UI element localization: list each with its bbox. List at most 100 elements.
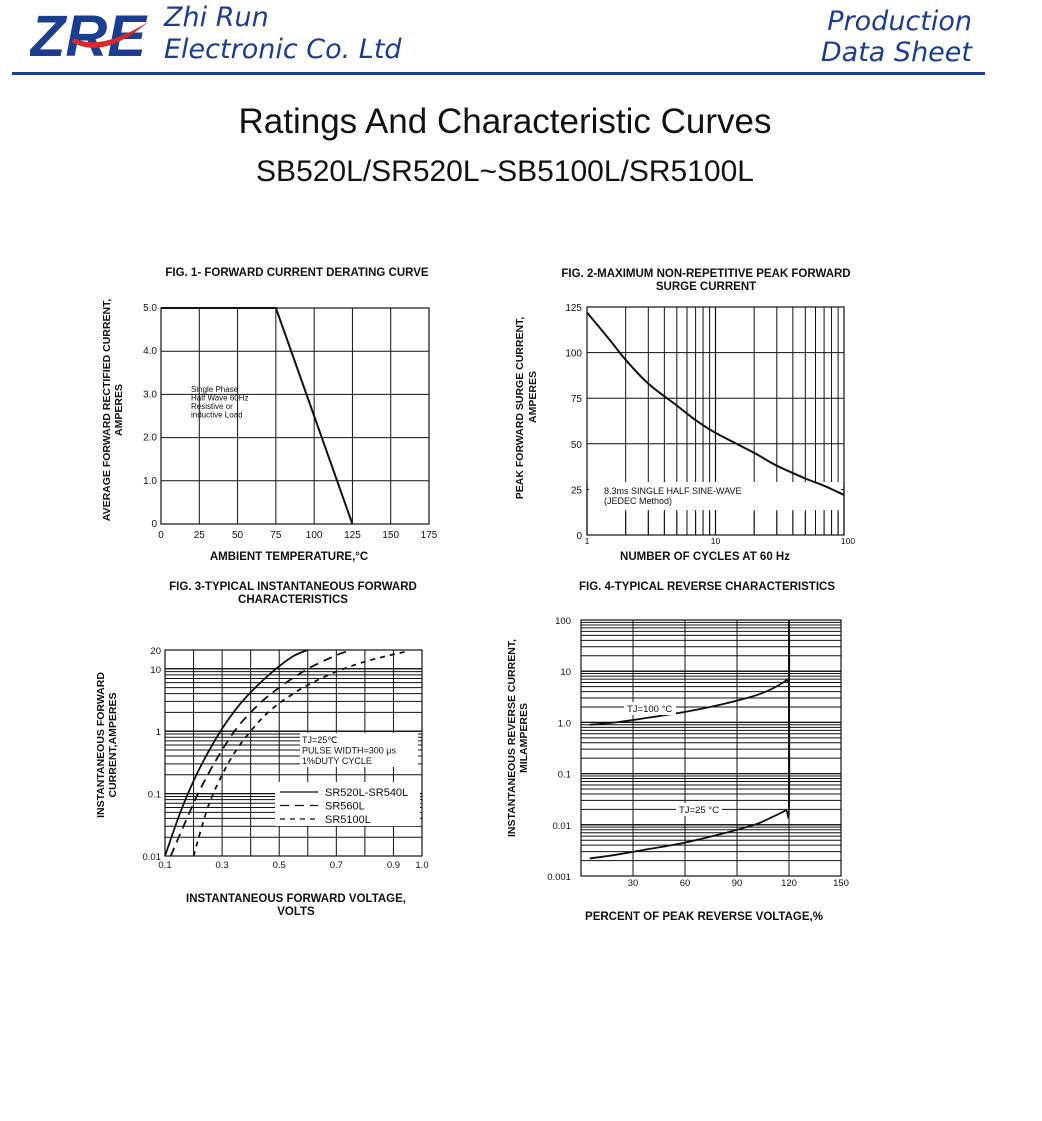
fig3-annotation-line: 1%DUTY CYCLE: [302, 756, 372, 766]
page-subtitle: SB520L/SR520L~SB5100L/SR5100L: [256, 155, 754, 188]
fig1-x-tick-label: 75: [270, 530, 282, 541]
fig1-x-tick-label: 25: [194, 530, 206, 541]
fig4-x-tick-label: 30: [628, 878, 639, 889]
fig4-chart: FIG. 4-TYPICAL REVERSE CHARACTERISTICS 30…: [506, 581, 849, 923]
fig4-x-tick-label: 150: [833, 878, 849, 889]
fig1-y-tick-label: 1.0: [143, 476, 157, 487]
fig3-title: FIG. 3-TYPICAL INSTANTANEOUS FORWARD: [169, 581, 417, 593]
fig2-title-line2: SURGE CURRENT: [656, 281, 756, 293]
fig4-series-line: [589, 676, 791, 860]
fig1-x-tick-label: 125: [344, 530, 361, 541]
fig1-derating-curve: [161, 307, 354, 525]
fig2-y-tick-label: 50: [571, 440, 583, 451]
fig3-chart: FIG. 3-TYPICAL INSTANTANEOUS FORWARDCHAR…: [95, 581, 429, 918]
fig2-y-tick-label: 0: [576, 531, 582, 542]
fig3-y-tick-label: 20: [150, 646, 161, 657]
company-name: Zhi Run Electronic Co. Ltd: [164, 2, 402, 66]
fig4-x-tick-label: 60: [680, 878, 691, 889]
fig4-y-axis-label-2: MILAMPERES: [518, 703, 530, 773]
fig3-y-tick-label: 0.1: [148, 790, 161, 801]
company-name-line2: Electronic Co. Ltd: [164, 34, 402, 65]
fig3-legend-label: SR520L-SR540L: [325, 787, 408, 799]
fig1-y-tick-label: 3.0: [143, 389, 157, 400]
fig1-y-axis-label-2: AMPERES: [113, 384, 125, 436]
fig3-x-axis-label-2: VOLTS: [277, 906, 315, 918]
fig1-title: FIG. 1- FORWARD CURRENT DERATING CURVE: [165, 267, 429, 279]
fig1-annotation-line: Half Wave 60Hz: [191, 394, 249, 403]
fig4-title: FIG. 4-TYPICAL REVERSE CHARACTERISTICS: [579, 581, 835, 593]
fig3-y-tick-label: 10: [150, 665, 161, 676]
fig3-x-tick-label: 0.5: [273, 860, 286, 871]
fig2-x-axis-label: NUMBER OF CYCLES AT 60 Hz: [620, 551, 790, 563]
fig2-y-tick-label: 25: [571, 485, 583, 496]
fig2-x-tick-label: 10: [711, 536, 721, 546]
fig3-annotation-line: PULSE WIDTH=300 μs: [302, 746, 396, 756]
fig1-y-axis-label: AVERAGE FORWARD RECTIFIED CURRENT,: [101, 299, 113, 522]
fig3-series-line: [192, 650, 408, 857]
fig4-x-axis-label: PERCENT OF PEAK REVERSE VOLTAGE,%: [585, 911, 823, 923]
fig4-series-label: TJ=25 °C: [679, 805, 719, 816]
fig4-y-tick-label: 100: [555, 616, 571, 627]
fig1-annotation-line: inductive Load: [191, 411, 243, 420]
fig2-annotation-line: 8.3ms SINGLE HALF SINE-WAVE: [604, 486, 742, 496]
document-type-line2: Data Sheet: [820, 37, 972, 68]
fig3-y-tick-label: 0.01: [143, 852, 162, 863]
fig4-y-tick-label: 0.1: [558, 770, 571, 781]
fig4-label-bg: [624, 702, 676, 715]
fig3-title-line2: CHARACTERISTICS: [238, 594, 348, 606]
fig4-label-bg: [676, 803, 722, 816]
fig2-x-tick-label: 100: [841, 536, 855, 546]
fig4-plot-frame: [580, 619, 842, 877]
fig1-y-tick-label: 2.0: [143, 433, 157, 444]
fig1-y-tick-label: 5.0: [143, 303, 157, 314]
company-logo: ZRE: [28, 4, 150, 69]
header-divider: [12, 72, 985, 75]
fig2-surge-curve: [586, 311, 845, 496]
fig3-x-axis-label: INSTANTANEOUS FORWARD VOLTAGE,: [186, 893, 406, 905]
fig1-x-tick-label: 100: [306, 530, 323, 541]
fig4-y-tick-label: 0.01: [553, 821, 572, 832]
fig3-x-tick-label: 0.3: [216, 860, 229, 871]
fig4-y-tick-label: 1.0: [558, 718, 571, 729]
document-type-line1: Production: [827, 6, 972, 37]
fig2-y-axis-label-2: AMPERES: [527, 371, 539, 423]
company-name-line1: Zhi Run: [164, 2, 269, 33]
fig4-y-tick-label: 0.001: [547, 872, 571, 883]
fig2-title: FIG. 2-MAXIMUM NON-REPETITIVE PEAK FORWA…: [561, 268, 850, 280]
fig3-y-tick-label: 1: [156, 727, 161, 738]
fig3-x-tick-label: 0.1: [158, 860, 171, 871]
fig2-y-axis-label: PEAK FORWARD SURGE CURRENT,: [514, 317, 526, 499]
fig1-annotation-line: Single Phase: [191, 385, 239, 394]
fig1-x-tick-label: 50: [232, 530, 244, 541]
fig3-legend-bg: [275, 782, 420, 826]
fig1-y-tick-label: 4.0: [143, 346, 157, 357]
fig4-y-axis-label: INSTANTANEOUS REVERSE CURRENT,: [506, 639, 518, 837]
fig4-series-label: TJ=100 °C: [627, 704, 672, 715]
document-type: Production Data Sheet: [821, 6, 972, 68]
fig3-series-line: [169, 649, 351, 857]
fig3-annotation-line: TJ=25℃: [302, 735, 337, 745]
fig3-x-tick-label: 0.7: [330, 860, 343, 871]
fig3-x-tick-label: 0.9: [387, 860, 400, 871]
fig1-annotation-line: Resistive or: [191, 402, 233, 411]
fig2-y-tick-label: 125: [565, 303, 582, 314]
fig1-x-tick-label: 0: [158, 530, 164, 541]
fig3-annotation-bg: [300, 733, 418, 767]
fig3-y-axis-label-2: CURRENT,AMPERES: [107, 692, 119, 797]
fig2-y-tick-label: 75: [571, 394, 583, 405]
fig2-annotation-bg: [589, 482, 841, 510]
fig1-x-tick-label: 150: [382, 530, 399, 541]
fig3-series-line: [164, 649, 309, 857]
fig1-plot-frame: [160, 307, 430, 525]
fig3-plot-frame: [164, 649, 423, 857]
fig3-x-tick-label: 1.0: [415, 860, 428, 871]
fig3-legend-label: SR560L: [325, 801, 365, 813]
fig1-x-axis-label: AMBIENT TEMPERATURE,°C: [210, 551, 368, 563]
fig4-x-tick-label: 120: [781, 878, 797, 889]
fig4-x-tick-label: 90: [732, 878, 743, 889]
fig1-y-tick-label: 0: [151, 519, 157, 530]
fig2-x-tick-label: 1: [585, 536, 590, 546]
fig3-legend-label: SR5100L: [325, 814, 371, 826]
fig2-y-tick-label: 100: [565, 349, 582, 360]
